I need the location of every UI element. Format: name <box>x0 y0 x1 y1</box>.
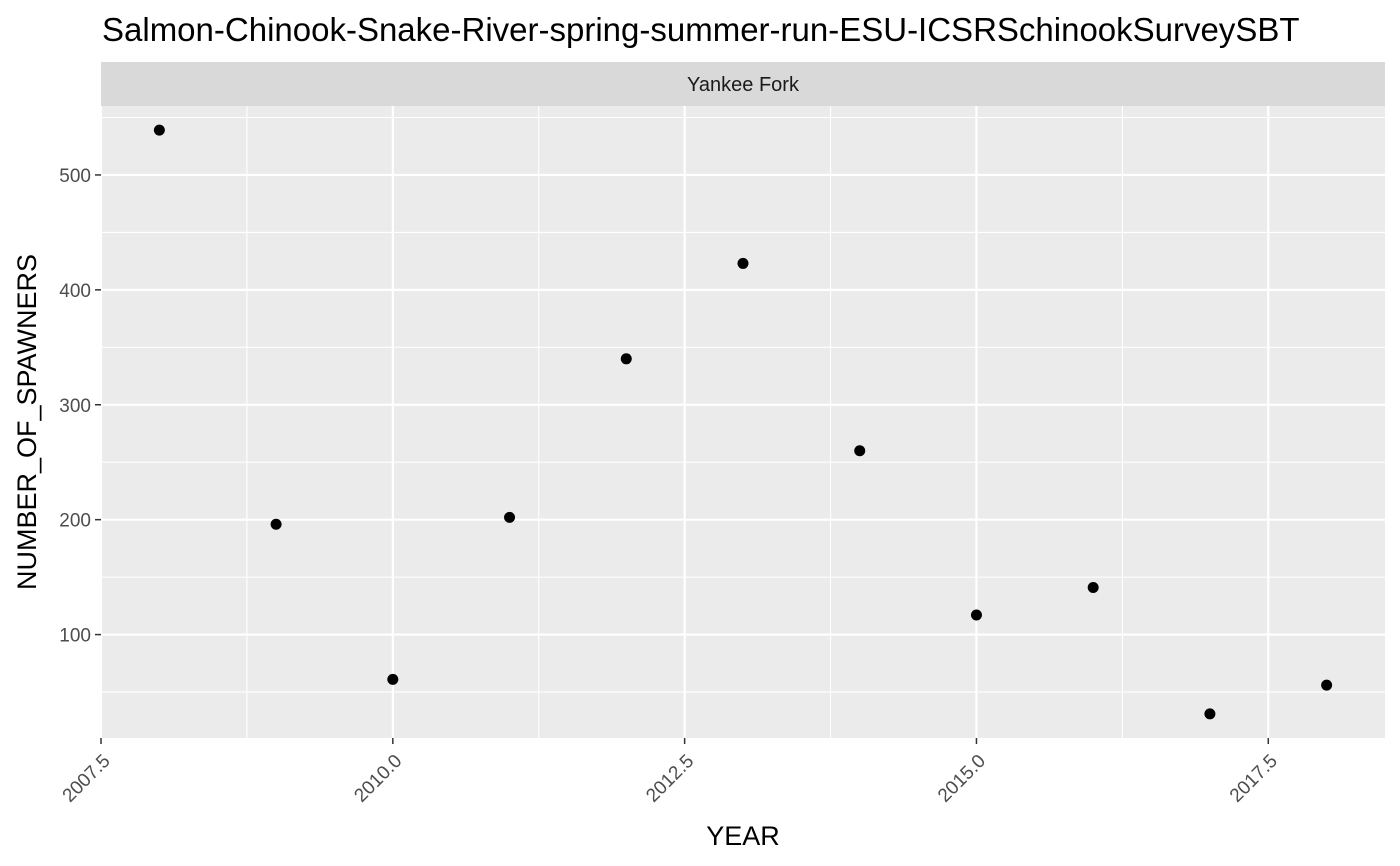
facet-strip-label: Yankee Fork <box>687 74 800 96</box>
y-axis: 100 200 300 400 500 <box>59 166 101 647</box>
x-axis-title: YEAR <box>706 821 780 851</box>
data-point <box>1087 581 1099 593</box>
data-point <box>1321 679 1333 691</box>
data-point <box>270 518 282 530</box>
data-point <box>153 124 165 136</box>
data-point <box>1204 708 1216 720</box>
data-point <box>970 609 982 621</box>
x-tick-label: 2015.0 <box>934 751 990 807</box>
x-tick-label: 2012.5 <box>642 751 698 807</box>
y-tick-label: 200 <box>59 511 91 532</box>
major-gridlines <box>99 106 1385 738</box>
y-tick-label: 400 <box>59 281 91 302</box>
y-tick-label: 100 <box>59 626 91 647</box>
y-axis-title: NUMBER_OF_SPAWNERS <box>12 254 42 590</box>
minor-gridlines <box>101 106 1385 738</box>
data-point <box>620 353 632 365</box>
y-tick-label: 300 <box>59 396 91 417</box>
facet-strip <box>101 62 1385 106</box>
x-axis: 2007.5 2010.0 2012.5 2015.0 2017.5 <box>59 738 1282 807</box>
data-point <box>854 445 866 457</box>
x-tick-label: 2017.5 <box>1226 751 1282 807</box>
data-point <box>387 673 399 685</box>
data-points <box>153 124 1333 720</box>
data-point <box>737 257 749 269</box>
plot-panel <box>101 106 1385 738</box>
data-point <box>504 511 516 523</box>
y-tick-label: 500 <box>59 166 91 187</box>
x-tick-label: 2010.0 <box>350 751 406 807</box>
x-tick-label: 2007.5 <box>59 751 115 807</box>
chart-title: Salmon-Chinook-Snake-River-spring-summer… <box>102 11 1300 48</box>
